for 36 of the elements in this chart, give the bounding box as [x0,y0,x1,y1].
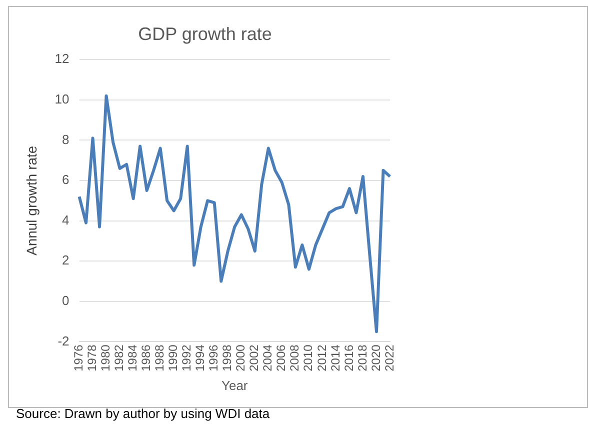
x-tick-label: 1980 [98,344,113,372]
x-tick-label: 2020 [368,344,383,372]
y-tick-label: -2 [58,333,70,348]
x-tick-label: 1976 [72,344,86,372]
y-tick-label: 0 [62,292,70,308]
x-tick-label: 1994 [193,344,208,372]
x-tick-label: 2010 [301,344,316,372]
y-tick-label: 8 [62,132,70,147]
y-tick-label: 6 [62,172,70,188]
x-tick-label: 1988 [152,344,167,372]
x-tick-label: 1992 [180,344,194,372]
x-tick-label: 2016 [342,344,356,372]
x-tick-label: 2008 [288,344,302,372]
x-tick-label: 1996 [206,344,221,372]
chart-title: GDP growth rate [138,24,272,44]
x-tick-label: 2006 [274,344,288,372]
x-tick-label: 2022 [382,344,396,372]
x-tick-label: 1990 [166,344,180,372]
y-axis-title: Annul growth rate [23,146,40,256]
x-tick-label: 2002 [247,344,262,372]
x-tick-label: 2012 [314,344,329,372]
y-tick-label: 12 [54,51,70,66]
x-tick-label: 2018 [355,344,370,372]
x-tick-label: 1984 [126,344,140,372]
x-tick-label: 2004 [260,344,275,372]
y-tick-label: 2 [62,252,70,268]
y-tick-label: 4 [62,212,70,228]
x-tick-label: 1998 [220,344,234,372]
x-tick-label: 2000 [234,344,248,372]
x-tick-label: 1986 [139,344,154,372]
x-tick-label: 2014 [328,344,342,372]
source-note: Source: Drawn by author by using WDI data [16,406,270,421]
x-tick-label: 1978 [85,344,100,372]
y-tick-label: 10 [54,91,70,106]
x-tick-label: 1982 [112,344,126,372]
x-axis-title: Year [221,378,248,393]
